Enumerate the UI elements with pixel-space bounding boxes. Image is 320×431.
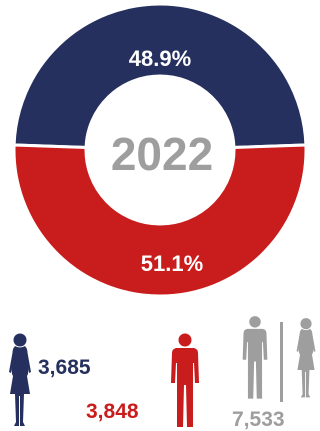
female-figure-icon [9, 333, 31, 426]
donut-chart: 48.9% 51.1% 2022 [12, 2, 308, 298]
female-figure-icon [296, 318, 316, 398]
total-count: 7,533 [232, 408, 285, 431]
figure-divider [280, 322, 283, 402]
male-figure-icon [242, 316, 268, 399]
slice-male [12, 143, 308, 298]
slice-female [12, 2, 308, 149]
donut-slices [12, 2, 308, 298]
center-year-label: 2022 [111, 128, 213, 180]
female-count: 3,685 [38, 356, 91, 379]
slice-label-female: 48.9% [129, 46, 191, 71]
male-figure-icon [171, 333, 199, 427]
male-count: 3,848 [86, 400, 139, 423]
slice-label-male: 51.1% [141, 251, 203, 276]
